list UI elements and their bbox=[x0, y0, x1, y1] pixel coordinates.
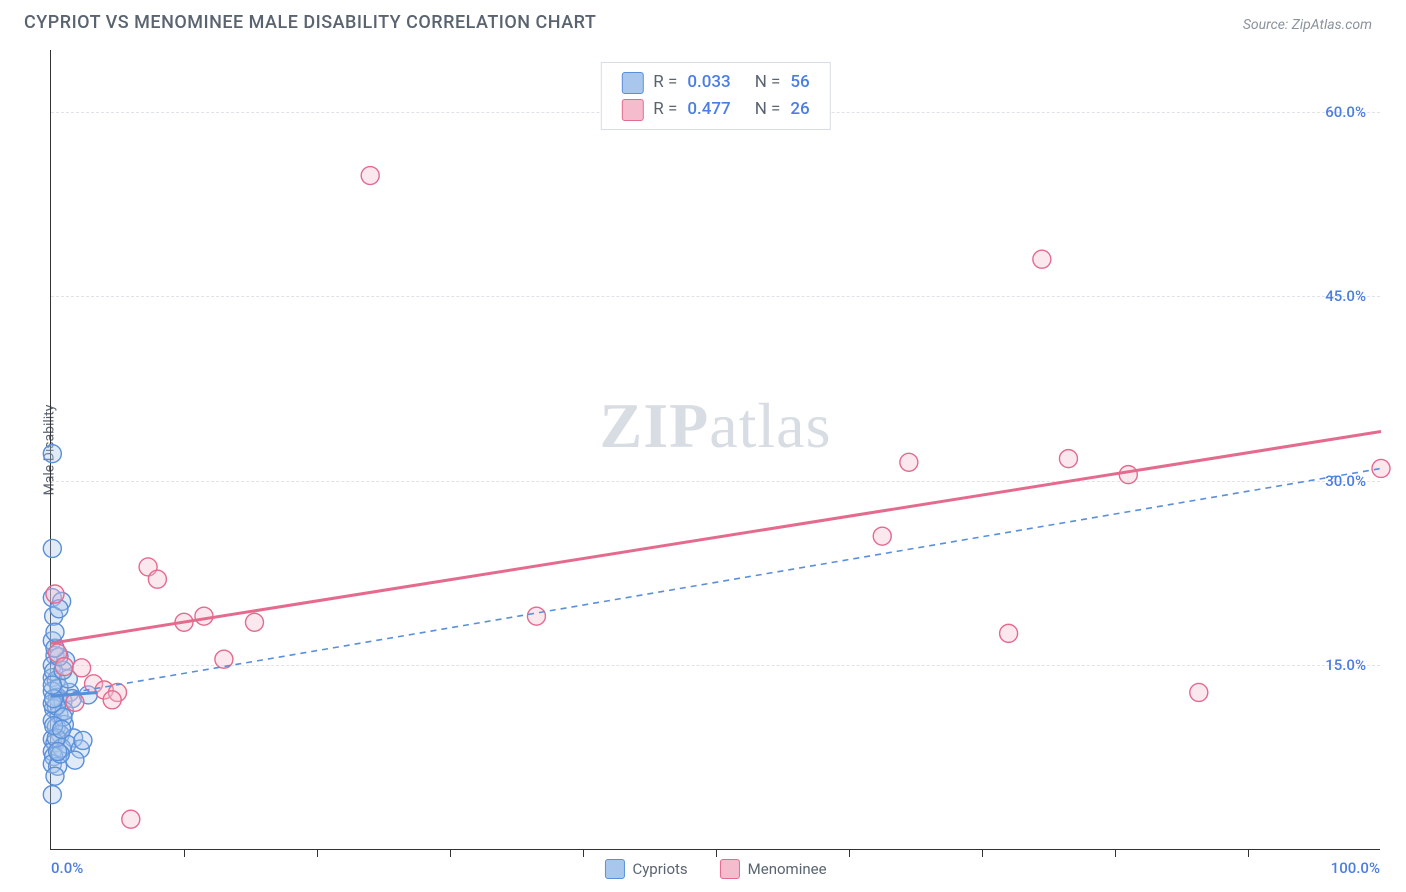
series-legend: Cypriots Menominee bbox=[604, 859, 826, 879]
stats-legend-row: R = 0.477 N = 26 bbox=[621, 96, 809, 123]
scatter-point bbox=[43, 676, 61, 694]
x-tick bbox=[849, 849, 850, 857]
x-tick bbox=[1115, 849, 1116, 857]
x-axis-min-label: 0.0% bbox=[51, 859, 83, 877]
scatter-point bbox=[43, 786, 61, 804]
scatter-point bbox=[43, 445, 61, 463]
scatter-point bbox=[1033, 250, 1051, 268]
stats-legend: R = 0.033 N = 56 R = 0.477 N = 26 bbox=[600, 62, 830, 130]
stat-r-label: R = bbox=[653, 69, 677, 96]
legend-swatch bbox=[604, 859, 624, 879]
scatter-point bbox=[1190, 683, 1208, 701]
scatter-point bbox=[245, 613, 263, 631]
plot-container: Male Disability ZIPatlas 15.0%30.0%45.0%… bbox=[50, 50, 1380, 850]
stat-r-value: 0.033 bbox=[687, 69, 730, 96]
scatter-point bbox=[527, 607, 545, 625]
avg-trend-line bbox=[51, 468, 1381, 696]
x-tick bbox=[982, 849, 983, 857]
series-legend-item: Cypriots bbox=[604, 859, 687, 879]
x-tick bbox=[184, 849, 185, 857]
trend-line bbox=[51, 432, 1381, 644]
x-tick bbox=[1248, 849, 1249, 857]
scatter-point bbox=[1119, 466, 1137, 484]
scatter-point bbox=[55, 658, 73, 676]
chart-title: CYPRIOT VS MENOMINEE MALE DISABILITY COR… bbox=[24, 12, 596, 33]
stats-legend-row: R = 0.033 N = 56 bbox=[621, 69, 809, 96]
source-attribution: Source: ZipAtlas.com bbox=[1243, 17, 1372, 33]
legend-swatch bbox=[621, 99, 643, 121]
scatter-point bbox=[73, 659, 91, 677]
scatter-point bbox=[1000, 624, 1018, 642]
x-tick bbox=[317, 849, 318, 857]
scatter-point bbox=[46, 623, 64, 641]
stat-n-label: N = bbox=[755, 96, 781, 123]
x-tick bbox=[583, 849, 584, 857]
scatter-point bbox=[122, 810, 140, 828]
scatter-point bbox=[148, 570, 166, 588]
scatter-point bbox=[46, 767, 64, 785]
stat-n-value: 56 bbox=[790, 69, 809, 96]
scatter-point bbox=[1059, 450, 1077, 468]
scatter-point bbox=[49, 743, 67, 761]
scatter-point bbox=[74, 731, 92, 749]
stat-r-label: R = bbox=[653, 96, 677, 123]
series-legend-item: Menominee bbox=[720, 859, 827, 879]
series-legend-label: Menominee bbox=[748, 860, 827, 878]
scatter-point bbox=[195, 607, 213, 625]
scatter-point bbox=[43, 539, 61, 557]
series-legend-label: Cypriots bbox=[632, 860, 687, 878]
scatter-point bbox=[53, 720, 71, 738]
x-tick bbox=[716, 849, 717, 857]
scatter-point bbox=[873, 527, 891, 545]
legend-swatch bbox=[621, 72, 643, 94]
x-tick bbox=[450, 849, 451, 857]
plot-area: ZIPatlas 15.0%30.0%45.0%60.0% 0.0% 100.0… bbox=[50, 50, 1380, 850]
stat-n-value: 26 bbox=[790, 96, 809, 123]
scatter-point bbox=[361, 167, 379, 185]
scatter-point bbox=[103, 691, 121, 709]
scatter-point bbox=[900, 453, 918, 471]
stat-r-value: 0.477 bbox=[687, 96, 730, 123]
stat-n-label: N = bbox=[755, 69, 781, 96]
scatter-point bbox=[46, 585, 64, 603]
legend-swatch bbox=[720, 859, 740, 879]
x-axis-max-label: 100.0% bbox=[1331, 859, 1380, 877]
scatter-svg bbox=[51, 50, 1380, 849]
